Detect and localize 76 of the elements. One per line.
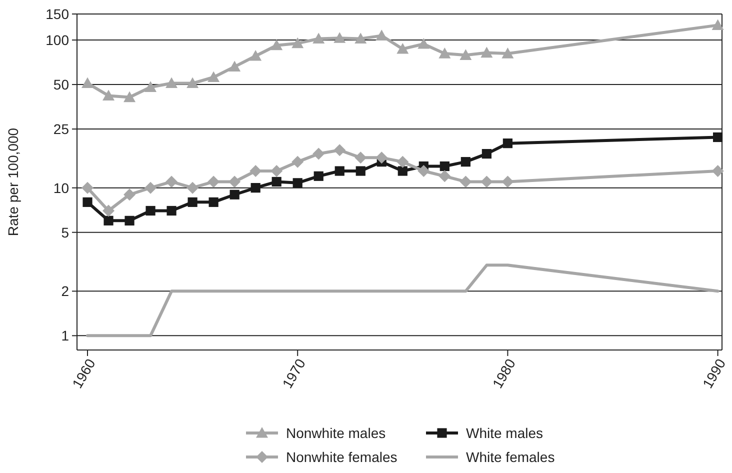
point (124, 216, 134, 226)
point (438, 170, 451, 182)
point (166, 206, 176, 216)
point (270, 39, 283, 50)
point (144, 182, 157, 194)
point (356, 166, 366, 176)
point (334, 166, 344, 176)
point (124, 188, 136, 201)
point (334, 32, 346, 43)
point (398, 166, 408, 176)
point (144, 81, 157, 92)
point (272, 176, 282, 187)
point (208, 71, 220, 82)
point (102, 204, 115, 217)
point (334, 144, 346, 156)
legend-label: Nonwhite females (286, 448, 398, 465)
point (82, 197, 92, 207)
point (460, 49, 472, 60)
point (376, 152, 388, 164)
point (312, 32, 325, 44)
y-tick-label: 2 (61, 283, 70, 300)
point (104, 216, 114, 226)
point (146, 206, 156, 216)
y-tick-label: 150 (46, 6, 70, 22)
point (354, 152, 367, 164)
legend-label: White males (466, 424, 544, 441)
point (396, 156, 409, 168)
point (396, 42, 409, 54)
legend-label: Nonwhite males (286, 424, 386, 441)
point (460, 176, 472, 188)
point (418, 165, 430, 178)
point (292, 178, 302, 188)
point (228, 176, 241, 188)
point (418, 38, 430, 49)
point (376, 30, 388, 40)
point (270, 165, 283, 178)
point (314, 171, 324, 181)
point (188, 197, 198, 207)
point (354, 32, 367, 44)
y-tick-label: 100 (46, 32, 70, 48)
point (712, 19, 724, 30)
point (82, 182, 94, 194)
point (292, 156, 304, 168)
point (460, 157, 470, 167)
point (312, 148, 325, 160)
y-tick-label: 10 (53, 180, 70, 196)
point (82, 77, 94, 88)
y-tick-label: 25 (53, 120, 70, 137)
point (250, 183, 260, 193)
point (502, 138, 512, 148)
point (713, 132, 723, 142)
point (438, 48, 451, 58)
point (186, 182, 199, 194)
point (482, 148, 492, 159)
point (480, 46, 493, 58)
point (502, 48, 514, 58)
y-tick-label: 5 (61, 224, 70, 240)
point (230, 190, 240, 200)
y-axis-title: Rate per 100,000 (5, 128, 21, 236)
y-tick-label: 1 (61, 328, 70, 344)
y-tick-label: 50 (53, 76, 70, 92)
point (102, 90, 115, 101)
point (228, 60, 241, 72)
point (712, 165, 724, 178)
point (250, 50, 262, 61)
point (124, 91, 136, 102)
point (166, 176, 178, 188)
point (480, 176, 493, 188)
legend-label: White females (466, 448, 555, 465)
point (502, 176, 514, 188)
point (440, 161, 450, 172)
point (186, 77, 199, 88)
point (208, 176, 220, 188)
point (292, 37, 304, 48)
point (208, 197, 218, 207)
point (166, 77, 178, 88)
